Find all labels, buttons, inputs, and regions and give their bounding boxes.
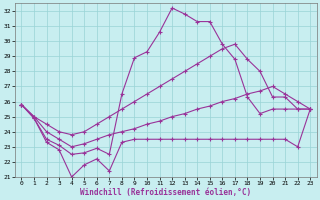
X-axis label: Windchill (Refroidissement éolien,°C): Windchill (Refroidissement éolien,°C) [80,188,252,197]
